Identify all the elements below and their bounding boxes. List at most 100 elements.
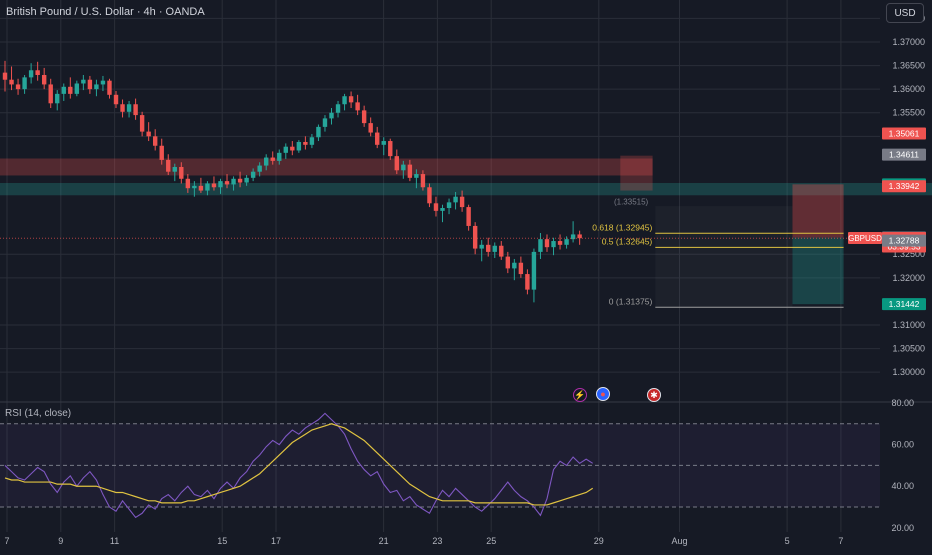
candle-body <box>564 239 569 245</box>
candle-body <box>87 79 93 90</box>
candle-body <box>316 126 321 138</box>
uk-flag-icon[interactable]: ✱ <box>647 388 661 402</box>
zones <box>0 155 932 196</box>
candle-body <box>394 156 399 171</box>
candle-body <box>459 196 465 208</box>
price-tick-label: 1.31000 <box>892 320 925 330</box>
candle-body <box>28 70 34 78</box>
rsi-ma-line <box>4 423 594 506</box>
candle-body <box>486 244 491 252</box>
rsi-tick-label: 80.00 <box>891 398 914 408</box>
candle-body <box>453 196 458 203</box>
candle-body <box>479 244 484 249</box>
candle-body <box>231 178 236 185</box>
price-badge-label: 1.31442 <box>889 299 920 309</box>
price-badge-label: 1.32788 <box>889 236 920 246</box>
candle-body <box>244 177 249 183</box>
date-tick-label: 5 <box>785 536 790 546</box>
candle-body <box>48 84 53 104</box>
price-badge-label: 1.35061 <box>889 128 920 138</box>
price-badge <box>882 148 926 161</box>
candle-body <box>211 183 217 188</box>
candle-body <box>290 146 295 151</box>
candle-body <box>264 157 269 166</box>
rsi-title: RSI (14, close) <box>5 408 72 419</box>
chart-title: British Pound / U.S. Dollar · 4h · OANDA <box>6 6 205 18</box>
candle-body <box>68 86 73 94</box>
candle-body <box>126 104 132 112</box>
candle-body <box>218 181 223 188</box>
rsi-line <box>4 412 593 519</box>
candle-body <box>179 166 184 179</box>
date-tick-label: 7 <box>838 536 843 546</box>
demand-zone <box>0 183 932 196</box>
candle-body <box>375 132 380 145</box>
candle-body <box>41 75 47 85</box>
fib-label: 0.618 (1.32945) <box>592 222 652 232</box>
fib-retracement: 0.618 (1.32945) 0.5 (1.32645) 0 (1.31375) (… <box>592 197 844 308</box>
candle-body <box>407 164 413 178</box>
candle-body <box>172 166 177 172</box>
candle-body <box>368 123 373 133</box>
candle-body <box>499 245 504 257</box>
candle-body <box>570 234 576 240</box>
candle-body <box>277 152 282 161</box>
rsi-tick-label: 60.00 <box>891 440 914 450</box>
candle-body <box>139 115 145 132</box>
candle-body <box>329 112 334 119</box>
candle-body <box>427 187 432 204</box>
lightning-icon[interactable]: ⚡ <box>573 388 587 402</box>
candle-body <box>388 141 393 157</box>
candle-body <box>525 274 530 290</box>
candle-body <box>531 251 537 290</box>
candle-body <box>192 185 197 189</box>
candle-body <box>335 104 341 113</box>
candles <box>0 60 880 303</box>
candle-body <box>237 178 243 183</box>
price-tick-label: 1.30000 <box>892 367 925 377</box>
price-badge <box>882 298 926 311</box>
price-tick-label: 1.30500 <box>892 344 925 354</box>
date-tick-label: 7 <box>4 536 9 546</box>
candle-body <box>551 241 556 248</box>
candle-body <box>205 183 210 191</box>
date-tick-label: 21 <box>379 536 389 546</box>
candle-body <box>2 72 8 80</box>
candle-body <box>120 104 125 112</box>
candle-body <box>472 225 478 249</box>
supply-zone <box>0 158 653 176</box>
date-tick-label: 25 <box>486 536 496 546</box>
candle-body <box>446 202 452 209</box>
candle-body <box>538 239 543 252</box>
price-tick-label: 1.36500 <box>892 61 925 71</box>
date-tick-label: 11 <box>110 536 119 546</box>
date-tick-label: 15 <box>217 536 227 546</box>
candle-body <box>159 145 164 160</box>
candle-body <box>198 185 204 191</box>
candle-body <box>61 86 66 94</box>
us-flag-icon[interactable]: ● <box>596 387 610 401</box>
candle-body <box>22 77 27 90</box>
candle-body <box>505 256 511 269</box>
candle-body <box>557 241 563 245</box>
candle-body <box>9 79 14 85</box>
candle-body <box>224 181 230 185</box>
candle-body <box>433 203 439 211</box>
candle-body <box>440 208 445 211</box>
candle-body <box>361 110 367 124</box>
candle-body <box>355 102 360 111</box>
candle-body <box>185 178 191 189</box>
candle-body <box>270 157 275 161</box>
price-tick-label: 1.37000 <box>892 37 925 47</box>
candle-body <box>466 207 471 226</box>
candle-body <box>512 262 517 269</box>
symbol-badge <box>848 232 882 245</box>
candle-body <box>342 96 347 105</box>
candle-body <box>133 104 138 116</box>
currency-button[interactable]: USD <box>886 3 924 23</box>
measure-box <box>655 206 792 307</box>
candle-body <box>296 141 302 151</box>
price-badge <box>882 127 926 140</box>
